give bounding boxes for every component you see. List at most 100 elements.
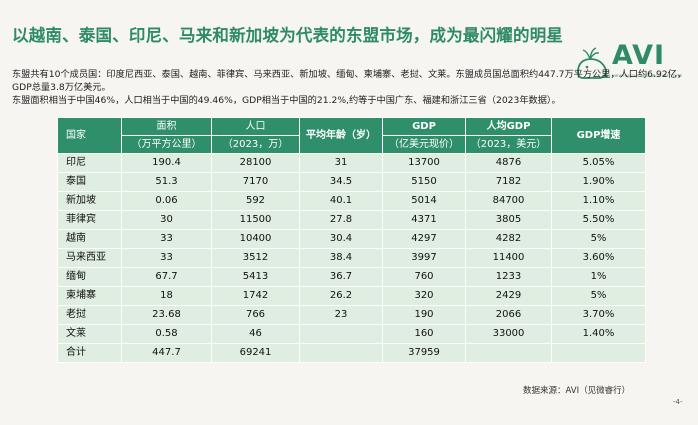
table-cell: 0.58 <box>121 324 212 344</box>
header-gdp-per-capita: 人均GDP <box>465 117 552 136</box>
table-cell <box>465 343 552 363</box>
table-row: 新加坡 0.06 592 40.1 5014 84700 1.10% <box>57 191 646 211</box>
table-cell: 36.7 <box>299 267 383 287</box>
header-gdp-growth: GDP增速 <box>551 117 646 154</box>
table-cell: 0.06 <box>121 191 212 211</box>
table-cell: 69241 <box>211 343 300 363</box>
table-cell: 3805 <box>465 210 552 230</box>
table-cell: 13700 <box>382 153 466 173</box>
table-cell: 7182 <box>465 172 552 192</box>
country-name: 老挝 <box>57 305 122 325</box>
table-row: 柬埔寨 18 1742 26.2 320 2429 5% <box>57 286 646 306</box>
country-name: 缅甸 <box>57 267 122 287</box>
header-median-age: 平均年龄（岁） <box>299 117 383 154</box>
table-cell: 1742 <box>211 286 300 306</box>
table-cell: 4876 <box>465 153 552 173</box>
table-cell: 40.1 <box>299 191 383 211</box>
table-cell: 10400 <box>211 229 300 249</box>
page-number: -4- <box>673 398 683 406</box>
table-cell: 31 <box>299 153 383 173</box>
table-cell: 11400 <box>465 248 552 268</box>
table-cell: 37959 <box>382 343 466 363</box>
table-cell: 3997 <box>382 248 466 268</box>
table-row: 老挝 23.68 766 23 190 2066 3.70% <box>57 305 646 325</box>
table-cell: 84700 <box>465 191 552 211</box>
table-cell: 1% <box>551 267 646 287</box>
table-row: 泰国 51.3 7170 34.5 5150 7182 1.90% <box>57 172 646 192</box>
table-cell: 67.7 <box>121 267 212 287</box>
header-gdp-per-capita-unit: （2023，美元） <box>465 135 552 154</box>
table-cell: 46 <box>211 324 300 344</box>
table-cell: 447.7 <box>121 343 212 363</box>
intro-text: 东盟共有10个成员国：印度尼西亚、泰国、越南、菲律宾、马来西亚、新加坡、缅甸、柬… <box>12 68 688 107</box>
table-cell: 760 <box>382 267 466 287</box>
table-cell: 23 <box>299 305 383 325</box>
country-name: 菲律宾 <box>57 210 122 230</box>
country-name: 印尼 <box>57 153 122 173</box>
table-cell: 7170 <box>211 172 300 192</box>
table-row: 马来西亚 33 3512 38.4 3997 11400 3.60% <box>57 248 646 268</box>
header-area: 面积 <box>121 117 212 136</box>
table-row: 印尼 190.4 28100 31 13700 4876 5.05% <box>57 153 646 173</box>
country-name: 文莱 <box>57 324 122 344</box>
table-cell: 1.40% <box>551 324 646 344</box>
table-cell: 4282 <box>465 229 552 249</box>
logo-text: AVI <box>612 40 666 71</box>
header-country: 国家 <box>57 117 122 154</box>
table-cell: 160 <box>382 324 466 344</box>
table-cell: 5413 <box>211 267 300 287</box>
table-cell: 190 <box>382 305 466 325</box>
table-cell: 23.68 <box>121 305 212 325</box>
table-row: 合计 447.7 69241 37959 <box>57 343 646 363</box>
table-cell: 1.90% <box>551 172 646 192</box>
table-cell: 27.8 <box>299 210 383 230</box>
table-cell: 5150 <box>382 172 466 192</box>
page-title: 以越南、泰国、印尼、马来和新加坡为代表的东盟市场，成为最闪耀的明星 <box>12 26 564 45</box>
table-cell: 4371 <box>382 210 466 230</box>
table-cell: 1233 <box>465 267 552 287</box>
table-cell: 2429 <box>465 286 552 306</box>
table-cell: 5.50% <box>551 210 646 230</box>
table-cell: 18 <box>121 286 212 306</box>
table-cell: 5.05% <box>551 153 646 173</box>
table-cell: 766 <box>211 305 300 325</box>
table-cell: 5% <box>551 229 646 249</box>
header-population: 人口 <box>211 117 300 136</box>
table-row: 越南 33 10400 30.4 4297 4282 5% <box>57 229 646 249</box>
header-gdp-unit: （亿美元现价） <box>382 135 466 154</box>
table-cell: 320 <box>382 286 466 306</box>
header-population-unit: （2023，万） <box>211 135 300 154</box>
table-cell: 4297 <box>382 229 466 249</box>
table-cell: 38.4 <box>299 248 383 268</box>
asean-data-table: 国家 面积 人口 平均年龄（岁） GDP 人均GDP GDP增速 （万平方公里）… <box>57 117 646 363</box>
table-cell: 3.70% <box>551 305 646 325</box>
table-cell: 33 <box>121 248 212 268</box>
header-gdp: GDP <box>382 117 466 136</box>
table-cell: 1.10% <box>551 191 646 211</box>
data-source: 数据来源：AVI（见微睿行） <box>523 386 631 396</box>
country-name: 泰国 <box>57 172 122 192</box>
country-name: 新加坡 <box>57 191 122 211</box>
table-cell: 51.3 <box>121 172 212 192</box>
table-cell: 33 <box>121 229 212 249</box>
intro-line-2: 东盟面积相当于中国46%，人口相当于中国的49.46%，GDP相当于中国的21.… <box>12 95 561 106</box>
whale-logo-icon <box>577 47 609 79</box>
country-name: 柬埔寨 <box>57 286 122 306</box>
table-cell: 5014 <box>382 191 466 211</box>
table-cell: 33000 <box>465 324 552 344</box>
table-cell: 5% <box>551 286 646 306</box>
country-name: 越南 <box>57 229 122 249</box>
table-row: 缅甸 67.7 5413 36.7 760 1233 1% <box>57 267 646 287</box>
table-cell: 3.60% <box>551 248 646 268</box>
table-cell: 34.5 <box>299 172 383 192</box>
table-cell: 30.4 <box>299 229 383 249</box>
intro-line-1: 东盟共有10个成员国：印度尼西亚、泰国、越南、菲律宾、马来西亚、新加坡、缅甸、柬… <box>12 69 687 93</box>
logo-tagline: ALL VIEW INSIGHT RESEARCH INSTITUTE <box>604 74 683 78</box>
table-cell: 26.2 <box>299 286 383 306</box>
table-cell: 2066 <box>465 305 552 325</box>
table-cell: 3512 <box>211 248 300 268</box>
table-cell <box>299 343 383 363</box>
table-cell <box>551 343 646 363</box>
table-cell: 28100 <box>211 153 300 173</box>
